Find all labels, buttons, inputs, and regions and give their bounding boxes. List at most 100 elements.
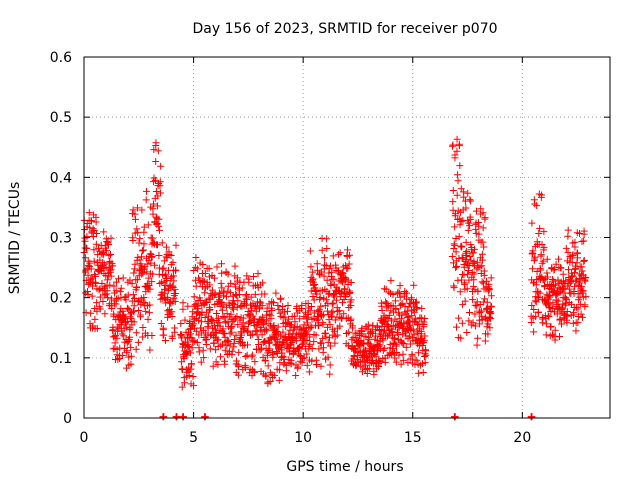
y-tick-label: 0.5 [50, 110, 72, 126]
data-point [574, 290, 582, 298]
data-point [254, 270, 262, 278]
data-point [101, 310, 109, 318]
data-point [145, 309, 153, 317]
data-point [410, 281, 418, 289]
data-point [343, 265, 351, 273]
data-point [142, 196, 150, 204]
data-point [103, 276, 111, 284]
data-point [287, 360, 295, 368]
data-point [262, 372, 270, 380]
data-point [466, 309, 474, 317]
data-point [414, 349, 422, 357]
data-point [452, 248, 460, 256]
data-point [197, 318, 205, 326]
data-point [171, 286, 179, 294]
data-point [317, 302, 325, 310]
data-point [269, 299, 277, 307]
data-point [330, 327, 338, 335]
data-point [197, 358, 205, 366]
data-point [127, 343, 135, 351]
data-point [92, 218, 100, 226]
data-point [319, 320, 327, 328]
data-point [391, 297, 399, 305]
data-point [473, 341, 481, 349]
data-point [392, 342, 400, 350]
data-point [201, 289, 209, 297]
data-point [95, 286, 103, 294]
data-point [148, 234, 156, 242]
data-point [268, 306, 276, 314]
data-point [472, 207, 480, 215]
data-point [190, 293, 198, 301]
data-point [156, 226, 164, 234]
data-point [529, 247, 537, 255]
data-point [328, 300, 336, 308]
data-point [251, 368, 259, 376]
data-point [542, 296, 550, 304]
data-point [307, 263, 315, 271]
data-point [202, 336, 210, 344]
data-point [464, 226, 472, 234]
data-point [186, 349, 194, 357]
data-point [397, 360, 405, 368]
data-point [84, 290, 92, 298]
data-point [249, 351, 257, 359]
data-point [206, 295, 214, 303]
data-point [408, 312, 416, 320]
data-point [319, 344, 327, 352]
data-point [107, 272, 115, 280]
data-point [111, 339, 119, 347]
data-point [126, 324, 134, 332]
data-point [143, 187, 151, 195]
data-point [135, 306, 143, 314]
data-point [576, 229, 583, 237]
data-point [530, 306, 538, 314]
data-point [233, 274, 241, 282]
data-point [422, 351, 430, 359]
data-point [455, 255, 463, 263]
data-point [87, 265, 95, 273]
data-point [327, 282, 335, 290]
data-point [483, 298, 491, 306]
data-point [284, 302, 292, 310]
data-point [244, 341, 252, 349]
data-point [120, 332, 128, 340]
data-point [122, 296, 130, 304]
data-point [266, 378, 274, 386]
data-point [331, 339, 339, 347]
data-point [466, 215, 474, 223]
data-point [378, 307, 386, 315]
data-point [216, 290, 224, 298]
data-point [466, 253, 474, 261]
data-point [448, 142, 456, 150]
data-point [155, 222, 163, 230]
data-point [126, 333, 134, 341]
data-point [557, 264, 565, 272]
data-point [132, 329, 140, 337]
data-point [412, 298, 420, 306]
data-point [324, 353, 332, 361]
data-point [554, 297, 562, 305]
data-point [542, 331, 550, 339]
data-point [167, 252, 175, 260]
data-point [89, 225, 97, 233]
data-point [190, 382, 198, 390]
data-point [372, 352, 380, 360]
data-point [211, 274, 219, 282]
data-point [146, 301, 154, 309]
data-point [195, 348, 203, 356]
data-point [90, 246, 98, 254]
data-point [229, 318, 237, 326]
data-point [221, 360, 229, 368]
data-point [133, 225, 141, 233]
data-point [573, 259, 581, 267]
data-point [151, 176, 159, 184]
data-point [190, 320, 198, 328]
data-point [277, 332, 285, 340]
data-point [388, 327, 396, 335]
data-point [464, 270, 472, 278]
data-point [258, 331, 266, 339]
data-point [93, 299, 101, 307]
